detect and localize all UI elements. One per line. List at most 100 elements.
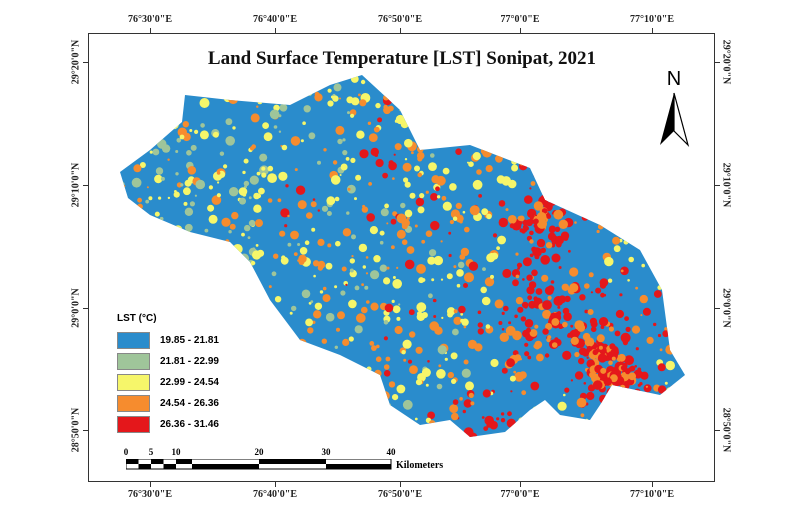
lst-patch: [649, 426, 653, 430]
lst-patch: [667, 224, 675, 232]
lst-patch: [249, 146, 255, 151]
lst-patch: [183, 201, 188, 206]
lst-patch: [669, 398, 674, 403]
lst-patch: [123, 302, 133, 312]
lst-patch: [437, 345, 447, 355]
lst-patch: [560, 231, 570, 240]
lst-patch: [507, 179, 517, 189]
lst-patch: [427, 112, 435, 119]
lst-patch: [249, 374, 260, 385]
tick: [400, 482, 401, 487]
lst-patch: [398, 303, 401, 306]
lst-patch: [146, 111, 152, 117]
lst-patch: [255, 219, 263, 228]
lst-patch: [587, 433, 590, 436]
lst-patch: [120, 123, 128, 131]
lst-patch: [550, 103, 555, 107]
lst-patch: [143, 230, 152, 240]
lst-patch: [308, 301, 312, 305]
lst-patch: [264, 363, 273, 373]
longitude-label: 76°30'0"E: [128, 14, 172, 25]
lst-patch: [135, 283, 145, 293]
lst-patch: [229, 187, 239, 197]
lst-patch: [144, 124, 152, 132]
lst-patch: [371, 423, 381, 433]
lst-patch: [290, 230, 299, 240]
lst-patch: [169, 119, 179, 130]
lst-patch: [128, 141, 135, 148]
lst-patch: [228, 94, 239, 105]
lst-patch: [558, 295, 567, 304]
lst-patch: [496, 125, 503, 132]
lst-patch: [263, 422, 266, 425]
lst-patch: [484, 415, 495, 426]
lst-patch: [258, 187, 265, 195]
lst-patch: [392, 211, 398, 217]
lst-patch: [483, 100, 490, 106]
lst-patch: [379, 230, 385, 236]
lst-patch: [334, 196, 340, 202]
lst-patch: [529, 106, 538, 115]
lst-patch: [263, 430, 270, 437]
lst-patch: [121, 194, 128, 201]
lst-patch: [644, 427, 650, 433]
lst-patch: [325, 407, 334, 416]
lst-patch: [228, 285, 235, 293]
lst-patch: [126, 265, 134, 273]
lst-patch: [154, 174, 163, 184]
lst-patch: [467, 95, 472, 100]
lst-patch: [370, 147, 379, 157]
lst-patch: [355, 174, 362, 181]
lst-patch: [494, 299, 504, 309]
lst-patch: [301, 404, 307, 410]
legend-item: 22.99 - 24.54: [117, 372, 219, 393]
lst-patch: [239, 253, 250, 264]
lst-patch: [292, 360, 302, 369]
lst-patch: [404, 259, 415, 270]
lst-patch: [243, 158, 249, 164]
lst-patch: [175, 172, 179, 176]
lst-patch: [417, 146, 424, 153]
lst-patch: [201, 261, 210, 270]
lst-patch: [594, 161, 599, 165]
lst-patch: [229, 223, 236, 230]
lst-patch: [427, 360, 430, 363]
lst-patch: [496, 246, 500, 251]
lst-patch: [400, 120, 409, 129]
lst-patch: [414, 224, 418, 228]
lst-patch: [149, 150, 153, 154]
lst-patch: [111, 282, 117, 288]
lst-patch: [469, 205, 480, 216]
lst-patch: [287, 214, 290, 218]
lst-patch: [544, 116, 549, 120]
lst-patch: [158, 93, 168, 102]
lst-patch: [681, 288, 685, 296]
lst-patch: [419, 428, 423, 432]
tick: [652, 482, 653, 487]
lst-patch: [154, 211, 160, 217]
lst-patch: [348, 336, 354, 342]
lst-patch: [223, 164, 228, 169]
lst-patch: [675, 321, 681, 327]
lst-patch: [368, 182, 372, 186]
lst-patch: [615, 309, 625, 319]
lst-patch: [468, 261, 479, 271]
tick: [150, 482, 151, 487]
longitude-label: 76°40'0"E: [253, 489, 297, 500]
lst-patch: [383, 320, 389, 325]
lst-patch: [553, 194, 556, 198]
lst-patch: [267, 173, 277, 184]
lst-patch: [535, 288, 543, 295]
lst-patch: [568, 90, 574, 97]
lst-patch: [370, 270, 380, 280]
lst-patch: [599, 317, 609, 327]
lst-patch: [620, 83, 628, 92]
lst-patch: [310, 201, 317, 208]
lst-patch: [519, 228, 524, 233]
lst-patch: [497, 433, 504, 437]
lst-patch: [120, 79, 124, 89]
lst-patch: [162, 287, 173, 297]
lst-patch: [621, 391, 628, 397]
lst-patch: [472, 179, 483, 190]
lst-patch: [207, 204, 215, 212]
